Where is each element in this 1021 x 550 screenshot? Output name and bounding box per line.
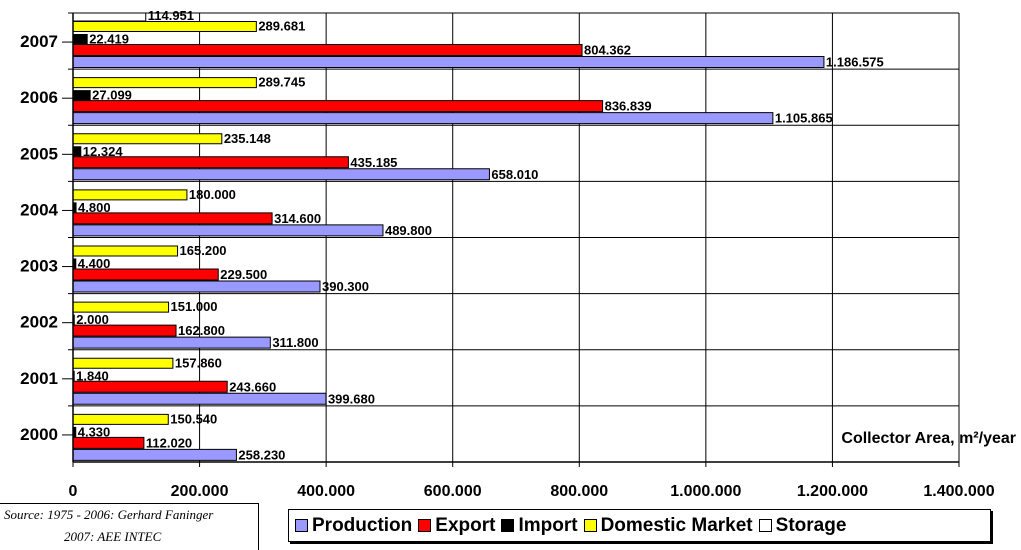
bar-domestic-market-2002 [72,301,170,313]
data-label: 229.500 [220,267,267,282]
data-label: 114.951 [148,8,194,23]
bar-domestic-market-2007 [72,21,257,32]
source-line-1: Source: 1975 - 2006: Gerhard Faninger [4,507,214,522]
legend-label: Export [435,514,496,536]
legend-label: Domestic Market [600,514,753,536]
legend-swatch [583,519,597,532]
bar-production-2005 [72,168,490,181]
legend-label: Storage [775,514,847,536]
data-label: 314.600 [274,211,321,226]
data-label: 289.681 [258,19,305,34]
x-tick-label: 1.000.000 [670,483,741,500]
data-label: 180.000 [189,187,236,202]
data-label: 804.362 [584,43,631,58]
data-label: 489.800 [385,223,432,238]
data-label: 243.660 [229,379,276,394]
y-tick-label: 2000 [20,425,58,444]
bar-production-2003 [72,280,321,293]
axes: 2000 2001 2002 2003 2004 2005 2006 2007 0 200.000… [20,13,995,500]
bar-domestic-market-2001 [72,357,174,369]
data-label: 162.800 [178,323,225,338]
bar-domestic-market-2006 [72,77,257,89]
bar-production-2002 [72,336,271,349]
legend-item-export: Export [418,515,495,537]
data-label: 151.000 [171,299,218,314]
bar-production-2000 [72,448,237,461]
bar-import-2005 [72,146,82,158]
data-label: 1.105.865 [775,111,833,126]
legend-swatch [758,519,772,532]
y-tick-label: 2007 [20,32,58,51]
data-labels: 150.540 4.330 112.020 258.230 157.860 1.840 24… [76,8,884,462]
data-label: 22.419 [89,32,129,47]
data-label: 435.185 [350,155,397,170]
y-tick-label: 2003 [20,257,58,276]
source-line-2: 2007: AEE INTEC [64,529,162,544]
data-label: 311.800 [272,335,318,350]
data-label: 1.186.575 [826,55,884,70]
legend-item-domestic-market: Domestic Market [583,514,753,537]
bar-storage-2007 [72,12,147,22]
legend-item-storage: Storage [758,514,847,537]
bar-domestic-market-2000 [72,413,169,425]
data-label: 4.330 [78,424,111,439]
x-tick-label: 400.000 [297,483,355,500]
x-tick-label: 0 [69,483,78,500]
legend-swatch [418,519,432,532]
bar-production-2001 [72,392,327,405]
x-tick-label: 600.000 [424,483,482,500]
legend: Production Export Import Domestic Market Sto… [288,509,991,542]
data-label: 235.148 [224,131,271,146]
data-label: 27.099 [92,88,132,103]
data-label: 1.840 [76,368,109,383]
data-label: 150.540 [170,411,217,426]
legend-label: Import [518,514,578,536]
bar-export-2007 [72,44,583,56]
data-label: 112.020 [146,435,192,450]
data-label: 4.800 [78,200,111,215]
legend-swatch [295,519,308,532]
bar-domestic-market-2003 [72,245,179,257]
grid-lines [68,12,960,462]
data-label: 2.000 [76,312,109,327]
data-label: 12.324 [83,144,124,159]
bar-production-2004 [72,224,384,237]
x-tick-label: 1.200.000 [797,483,868,500]
legend-item-import: Import [501,514,578,537]
bar-export-2006 [72,100,604,113]
bar-domestic-market-2004 [72,189,188,201]
y-tick-label: 2006 [20,88,58,107]
x-tick-label: 200.000 [171,483,229,500]
bars [72,12,825,461]
legend-label: Production [312,514,413,536]
legend-item-production: Production [295,515,412,537]
bar-import-2006 [72,90,91,102]
x-tick-label: 1.400.000 [923,483,994,500]
data-label: 390.300 [322,279,369,294]
data-label: 658.010 [491,167,538,182]
y-tick-label: 2002 [20,313,58,332]
data-label: 157.860 [175,355,222,370]
data-label: 4.400 [78,256,111,271]
x-tick-label: 800.000 [550,483,608,500]
data-label: 258.230 [238,447,285,462]
data-label: 289.745 [258,75,305,90]
legend-swatch [501,519,515,532]
y-tick-label: 2005 [20,144,58,163]
data-label: 399.680 [328,391,375,406]
source-note: Source: 1975 - 2006: Gerhard Faninger 20… [0,503,259,550]
data-label: 165.200 [180,243,227,258]
bar-domestic-market-2005 [72,133,223,145]
data-label: 836.839 [605,99,652,114]
y-tick-label: 2001 [20,369,58,388]
y-tick-label: 2004 [20,200,58,219]
bar-production-2006 [72,112,774,125]
bar-production-2007 [72,56,825,68]
bar-import-2007 [72,34,88,45]
x-axis-title: Collector Area, m²/year [841,430,1016,447]
